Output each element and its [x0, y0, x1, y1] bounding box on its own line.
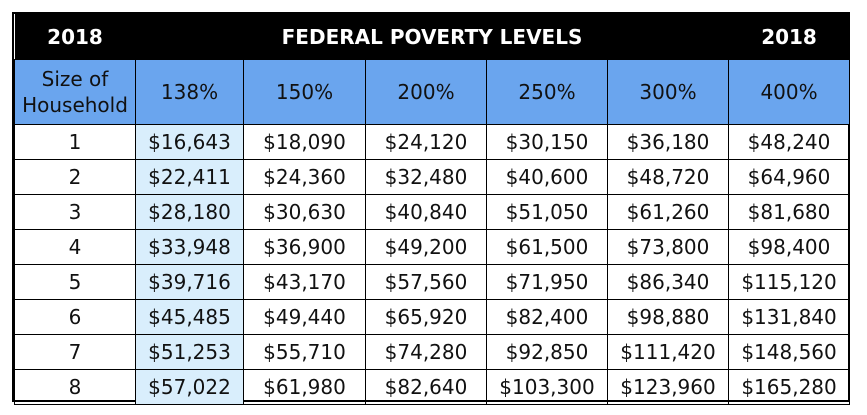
income-cell: $123,960	[606, 369, 730, 405]
income-cell: $22,411	[135, 159, 244, 195]
income-cell: $61,260	[606, 194, 730, 230]
income-cell: $115,120	[728, 264, 851, 300]
poverty-level-table-container: 2018 FEDERAL POVERTY LEVELS 2018 Size of…	[12, 12, 851, 405]
percent-header: 250%	[486, 59, 608, 125]
income-cell: $51,253	[135, 334, 244, 370]
income-cell: $111,420	[606, 334, 730, 370]
income-cell: $86,340	[606, 264, 730, 300]
income-cell: $64,960	[728, 159, 851, 195]
income-cell: $49,200	[365, 229, 487, 265]
table-row: 6 $45,485 $49,440 $65,920 $82,400 $98,88…	[14, 299, 851, 335]
household-size-cell: 1	[14, 124, 136, 160]
table-row: 3 $28,180 $30,630 $40,840 $51,050 $61,26…	[14, 194, 851, 230]
income-cell: $30,630	[243, 194, 366, 230]
income-cell: $33,948	[135, 229, 244, 265]
table-body: 1 $16,643 $18,090 $24,120 $30,150 $36,18…	[14, 124, 851, 405]
income-cell: $71,950	[486, 264, 608, 300]
income-cell: $48,720	[606, 159, 730, 195]
title-year-right: 2018	[728, 14, 850, 60]
income-cell: $98,880	[606, 299, 730, 335]
income-cell: $40,840	[365, 194, 487, 230]
income-cell: $49,440	[243, 299, 366, 335]
income-cell: $39,716	[135, 264, 244, 300]
income-cell: $36,900	[243, 229, 366, 265]
table-row: 4 $33,948 $36,900 $49,200 $61,500 $73,80…	[14, 229, 851, 265]
income-cell: $18,090	[243, 124, 366, 160]
size-header-line2: Household	[22, 93, 128, 117]
income-cell: $51,050	[486, 194, 608, 230]
income-cell: $81,680	[728, 194, 851, 230]
table-title: FEDERAL POVERTY LEVELS	[135, 14, 729, 60]
table-row: 2 $22,411 $24,360 $32,480 $40,600 $48,72…	[14, 159, 851, 195]
household-size-cell: 7	[14, 334, 136, 370]
poverty-level-table: 2018 FEDERAL POVERTY LEVELS 2018 Size of…	[14, 14, 851, 405]
income-cell: $65,920	[365, 299, 487, 335]
household-size-cell: 8	[14, 369, 136, 405]
percent-header: 400%	[728, 59, 851, 125]
percent-header: 200%	[365, 59, 487, 125]
income-cell: $57,560	[365, 264, 487, 300]
income-cell: $148,560	[728, 334, 851, 370]
size-of-household-header: Size of Household	[14, 59, 136, 125]
household-size-cell: 2	[14, 159, 136, 195]
income-cell: $28,180	[135, 194, 244, 230]
household-size-cell: 3	[14, 194, 136, 230]
income-cell: $43,170	[243, 264, 366, 300]
income-cell: $165,280	[728, 369, 851, 405]
income-cell: $98,400	[728, 229, 851, 265]
income-cell: $45,485	[135, 299, 244, 335]
percent-header: 150%	[243, 59, 366, 125]
title-row: 2018 FEDERAL POVERTY LEVELS 2018	[14, 14, 850, 60]
income-cell: $61,980	[243, 369, 366, 405]
income-cell: $103,300	[486, 369, 608, 405]
income-cell: $131,840	[728, 299, 851, 335]
income-cell: $36,180	[606, 124, 730, 160]
size-header-line1: Size of	[41, 67, 109, 91]
income-cell: $55,710	[243, 334, 366, 370]
income-cell: $73,800	[606, 229, 730, 265]
percent-header: 300%	[606, 59, 730, 125]
income-cell: $82,640	[365, 369, 487, 405]
table-row: 1 $16,643 $18,090 $24,120 $30,150 $36,18…	[14, 124, 851, 160]
income-cell: $92,850	[486, 334, 608, 370]
income-cell: $32,480	[365, 159, 487, 195]
table-row: 5 $39,716 $43,170 $57,560 $71,950 $86,34…	[14, 264, 851, 300]
household-size-cell: 4	[14, 229, 136, 265]
income-cell: $74,280	[365, 334, 487, 370]
title-year-left: 2018	[14, 14, 136, 60]
household-size-cell: 5	[14, 264, 136, 300]
household-size-cell: 6	[14, 299, 136, 335]
percent-header: 138%	[135, 59, 244, 125]
income-cell: $24,120	[365, 124, 487, 160]
income-cell: $57,022	[135, 369, 244, 405]
column-header-row: Size of Household 138% 150% 200% 250% 30…	[14, 59, 851, 125]
income-cell: $40,600	[486, 159, 608, 195]
income-cell: $82,400	[486, 299, 608, 335]
income-cell: $61,500	[486, 229, 608, 265]
table-row: 8 $57,022 $61,980 $82,640 $103,300 $123,…	[14, 369, 851, 405]
table-row: 7 $51,253 $55,710 $74,280 $92,850 $111,4…	[14, 334, 851, 370]
income-cell: $48,240	[728, 124, 851, 160]
income-cell: $30,150	[486, 124, 608, 160]
income-cell: $24,360	[243, 159, 366, 195]
income-cell: $16,643	[135, 124, 244, 160]
